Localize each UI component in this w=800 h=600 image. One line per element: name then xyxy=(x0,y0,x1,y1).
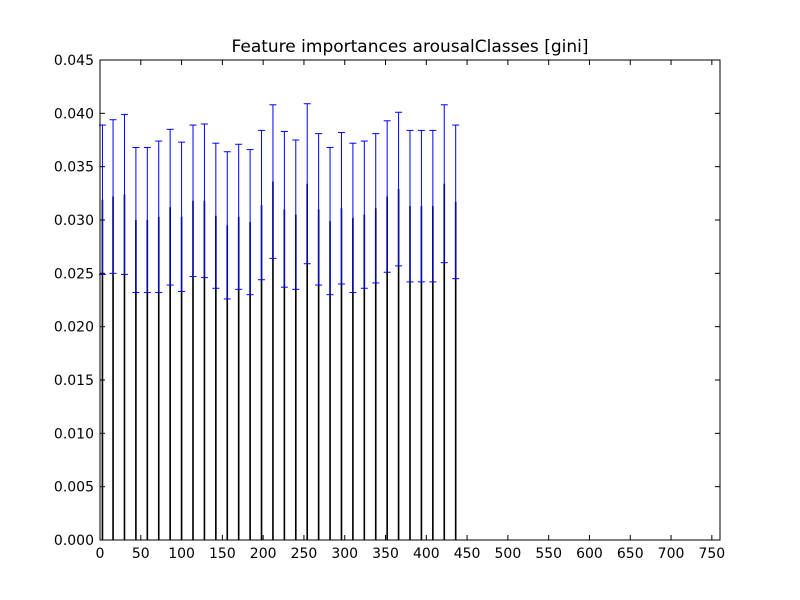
error-bar xyxy=(349,142,357,294)
bar xyxy=(432,206,434,540)
bar xyxy=(329,221,331,541)
error-bar xyxy=(235,143,243,290)
y-tick-label: 0.005 xyxy=(54,480,94,496)
bars-layer xyxy=(101,181,457,541)
bar xyxy=(112,196,114,541)
bar xyxy=(363,214,366,540)
x-tick-label: 50 xyxy=(132,546,150,562)
error-bar xyxy=(337,132,345,285)
bar xyxy=(374,208,377,540)
error-bar xyxy=(417,129,425,283)
error-bar xyxy=(315,133,323,286)
x-tick-label: 750 xyxy=(698,546,725,562)
bar xyxy=(294,214,297,540)
error-bar xyxy=(120,113,128,275)
x-tick-label: 400 xyxy=(413,546,440,562)
y-tick-label: 0.035 xyxy=(54,160,94,176)
bar xyxy=(249,222,251,540)
x-axis: 0 50 100 150 200 250 300 350 400 450 500 550 600 650 7… xyxy=(96,60,725,562)
error-bars-layer xyxy=(98,103,460,300)
x-tick-label: 600 xyxy=(576,546,603,562)
x-tick-label: 450 xyxy=(454,546,481,562)
bar xyxy=(135,220,137,540)
y-tick-label: 0.030 xyxy=(54,213,94,229)
error-bar xyxy=(143,146,151,294)
error-bar xyxy=(280,130,288,288)
y-tick-label: 0.000 xyxy=(54,533,94,549)
y-axis: 0.000 0.005 0.010 0.015 0.020 0.025 0.030 0.035… xyxy=(54,53,720,549)
error-bar xyxy=(406,129,414,283)
error-bar xyxy=(109,119,117,274)
error-bar xyxy=(166,128,174,286)
chart-title: Feature importances arousalClasses [gini… xyxy=(232,37,589,57)
bar xyxy=(157,216,160,541)
error-bar xyxy=(292,139,300,290)
y-tick-label: 0.020 xyxy=(54,320,94,336)
x-tick-label: 650 xyxy=(617,546,644,562)
bar xyxy=(146,220,149,540)
x-tick-label: 0 xyxy=(96,546,105,562)
bar xyxy=(226,225,229,541)
error-bar xyxy=(132,146,140,294)
error-bar xyxy=(440,104,448,264)
error-bar xyxy=(326,146,334,296)
bar xyxy=(180,216,183,541)
bar xyxy=(420,206,423,540)
bar xyxy=(215,215,217,540)
error-bar xyxy=(303,103,311,265)
error-bar xyxy=(200,123,208,279)
bar xyxy=(409,206,411,540)
bar xyxy=(386,196,388,541)
x-tick-label: 700 xyxy=(658,546,685,562)
x-tick-label: 550 xyxy=(535,546,562,562)
bar xyxy=(169,207,171,540)
error-bar xyxy=(372,133,380,284)
error-bar xyxy=(189,124,197,278)
error-bar xyxy=(395,111,403,267)
x-tick-label: 300 xyxy=(331,546,358,562)
error-bar xyxy=(452,124,460,280)
x-tick-label: 100 xyxy=(168,546,195,562)
bar xyxy=(306,183,309,540)
y-tick-label: 0.045 xyxy=(54,53,94,69)
y-tick-label: 0.015 xyxy=(54,373,94,389)
bar xyxy=(352,217,354,540)
bar xyxy=(272,181,274,540)
y-tick-label: 0.040 xyxy=(54,106,94,122)
bar xyxy=(101,199,104,540)
error-bar xyxy=(360,140,368,289)
error-bar xyxy=(212,142,220,289)
x-tick-label: 150 xyxy=(209,546,236,562)
bar xyxy=(443,183,446,540)
error-bar xyxy=(429,129,437,283)
x-tick-label: 500 xyxy=(495,546,522,562)
bar xyxy=(397,189,400,541)
y-tick-label: 0.010 xyxy=(54,426,94,442)
bar xyxy=(260,205,263,541)
y-tick-label: 0.025 xyxy=(54,266,94,282)
error-bar xyxy=(383,120,391,273)
bar xyxy=(283,209,286,541)
x-tick-label: 200 xyxy=(250,546,277,562)
x-tick-label: 250 xyxy=(291,546,318,562)
error-bar xyxy=(269,104,277,259)
bar xyxy=(317,209,320,541)
bar xyxy=(237,216,240,541)
bar xyxy=(123,194,126,540)
bar xyxy=(340,208,343,540)
error-bar xyxy=(246,149,254,296)
bar xyxy=(192,200,194,541)
error-bar xyxy=(223,151,231,300)
error-bar xyxy=(155,140,163,294)
x-tick-label: 350 xyxy=(372,546,399,562)
error-bar xyxy=(178,141,186,292)
error-bar xyxy=(258,129,266,281)
bar xyxy=(203,200,206,541)
bar xyxy=(454,201,457,540)
plot-frame xyxy=(99,59,721,541)
